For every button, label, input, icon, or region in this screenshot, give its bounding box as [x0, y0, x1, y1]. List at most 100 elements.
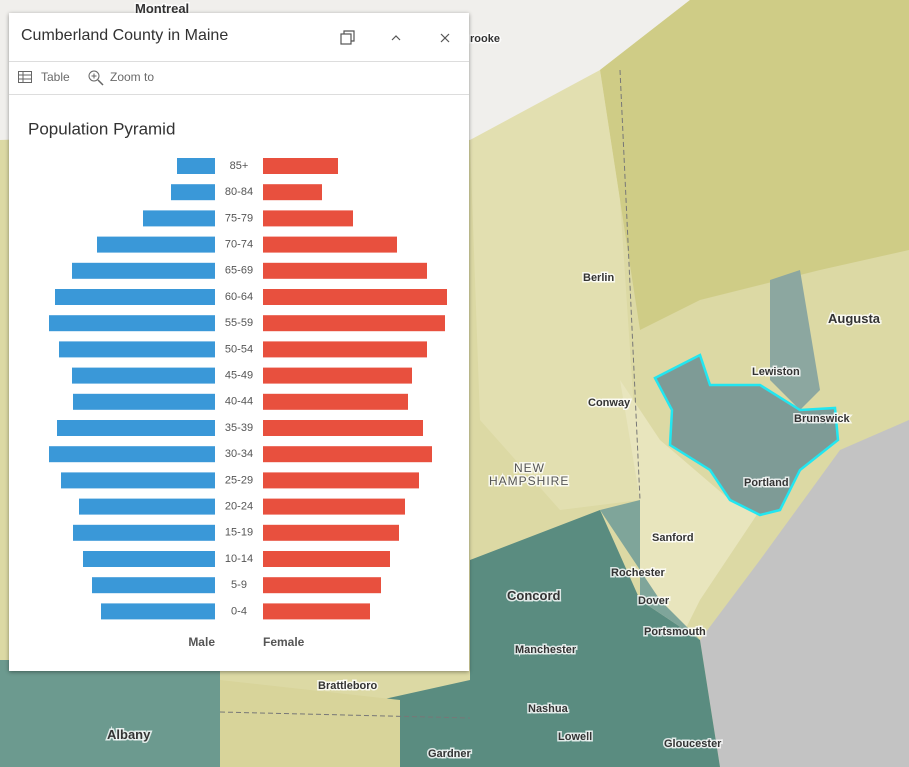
bar [263, 315, 445, 332]
age-label: 35-39 [225, 422, 253, 434]
androscoggin [770, 270, 820, 410]
bar [263, 420, 423, 436]
legend-label: Female [263, 635, 305, 649]
bar [97, 236, 215, 253]
age-label: 60-64 [225, 291, 253, 303]
popup-title: Cumberland County in Maine [21, 27, 229, 44]
bar [92, 577, 215, 594]
map-label: Sanford [652, 532, 694, 544]
age-label: 30-34 [225, 448, 253, 460]
map-label: Brattleboro [318, 680, 378, 692]
bar [73, 393, 215, 410]
map-label: Concord [507, 588, 561, 603]
bar [83, 551, 215, 567]
dock-button[interactable] [340, 30, 355, 45]
age-label: 45-49 [225, 370, 253, 382]
age-label: 70-74 [225, 239, 253, 251]
bar [263, 262, 427, 279]
bar [263, 289, 447, 305]
map-label: Rochester [611, 567, 666, 579]
map-label: Manchester [515, 644, 577, 656]
map-label: rooke [470, 33, 500, 45]
map-label: Gloucester [664, 738, 722, 750]
bar [101, 603, 215, 620]
map-label: Dover [638, 595, 670, 607]
map-label: NEW [514, 461, 545, 475]
bar [79, 498, 215, 515]
map-label: Lewiston [752, 366, 800, 378]
bar [57, 420, 215, 436]
york-county [620, 380, 760, 640]
map-label: Portland [744, 477, 789, 489]
close-button[interactable] [440, 33, 450, 43]
bar [263, 551, 390, 567]
bar [177, 158, 215, 174]
popup-header: Cumberland County in Maine [9, 13, 469, 62]
bar [263, 446, 432, 463]
toolbar: Table Zoom to [9, 62, 469, 95]
state-border [219, 711, 471, 719]
bar [72, 262, 215, 279]
ocean [700, 420, 909, 767]
map-label: Nashua [528, 703, 569, 715]
map-label: Lowell [558, 731, 592, 743]
cumberland-county[interactable] [653, 353, 840, 517]
age-label: 5-9 [231, 579, 247, 591]
bar [49, 446, 215, 463]
bar [143, 210, 215, 227]
table-icon[interactable] [18, 71, 32, 83]
bar [263, 393, 408, 410]
map-label: Gardner [428, 748, 472, 760]
map-label: Berlin [583, 272, 614, 284]
zoom-icon[interactable] [88, 70, 104, 86]
chart-title: Population Pyramid [28, 119, 175, 138]
age-label: 40-44 [225, 396, 253, 408]
age-label: 0-4 [231, 605, 247, 617]
collapse-button[interactable] [391, 35, 401, 41]
map-label: Portsmouth [644, 626, 706, 638]
map-label: Albany [107, 727, 151, 742]
bar [61, 472, 215, 489]
bar [263, 524, 399, 541]
map-label: HAMPSHIRE [489, 474, 569, 488]
bar [263, 498, 405, 515]
bar [73, 524, 215, 541]
age-label: 20-24 [225, 501, 253, 513]
bar [263, 367, 412, 384]
age-label: 75-79 [225, 212, 253, 224]
bar [171, 184, 215, 201]
ny-region [0, 660, 220, 767]
nh-region [470, 70, 640, 510]
age-label: 25-29 [225, 474, 253, 486]
bar [263, 210, 353, 227]
bar [72, 367, 215, 384]
strafford [600, 500, 700, 640]
maine-region [600, 0, 909, 330]
map-label: Conway [588, 397, 631, 409]
age-label: 10-14 [225, 553, 253, 565]
map-label: Augusta [828, 311, 881, 326]
bar [263, 472, 419, 489]
vt-region [220, 680, 400, 767]
header-buttons [340, 30, 450, 45]
bar [263, 603, 370, 620]
bar [55, 289, 215, 305]
bar [263, 577, 381, 594]
age-label: 15-19 [225, 527, 253, 539]
bar [263, 341, 427, 358]
age-label: 55-59 [225, 317, 253, 329]
age-label: 80-84 [225, 186, 253, 198]
bar [263, 158, 338, 174]
bar [49, 315, 215, 332]
legend-label: Male [188, 635, 215, 649]
ma-region [380, 510, 720, 767]
bar [263, 184, 322, 201]
popup: Cumberland County in Maine Table Zoom to… [9, 13, 469, 671]
age-label: 65-69 [225, 265, 253, 277]
bar [59, 341, 215, 358]
table-button[interactable]: Table [41, 70, 70, 84]
zoom-button[interactable]: Zoom to [110, 70, 155, 84]
bar [263, 236, 397, 253]
chart: Population Pyramid 85+ 80-84 75-79 70-74 65-… [28, 119, 447, 649]
